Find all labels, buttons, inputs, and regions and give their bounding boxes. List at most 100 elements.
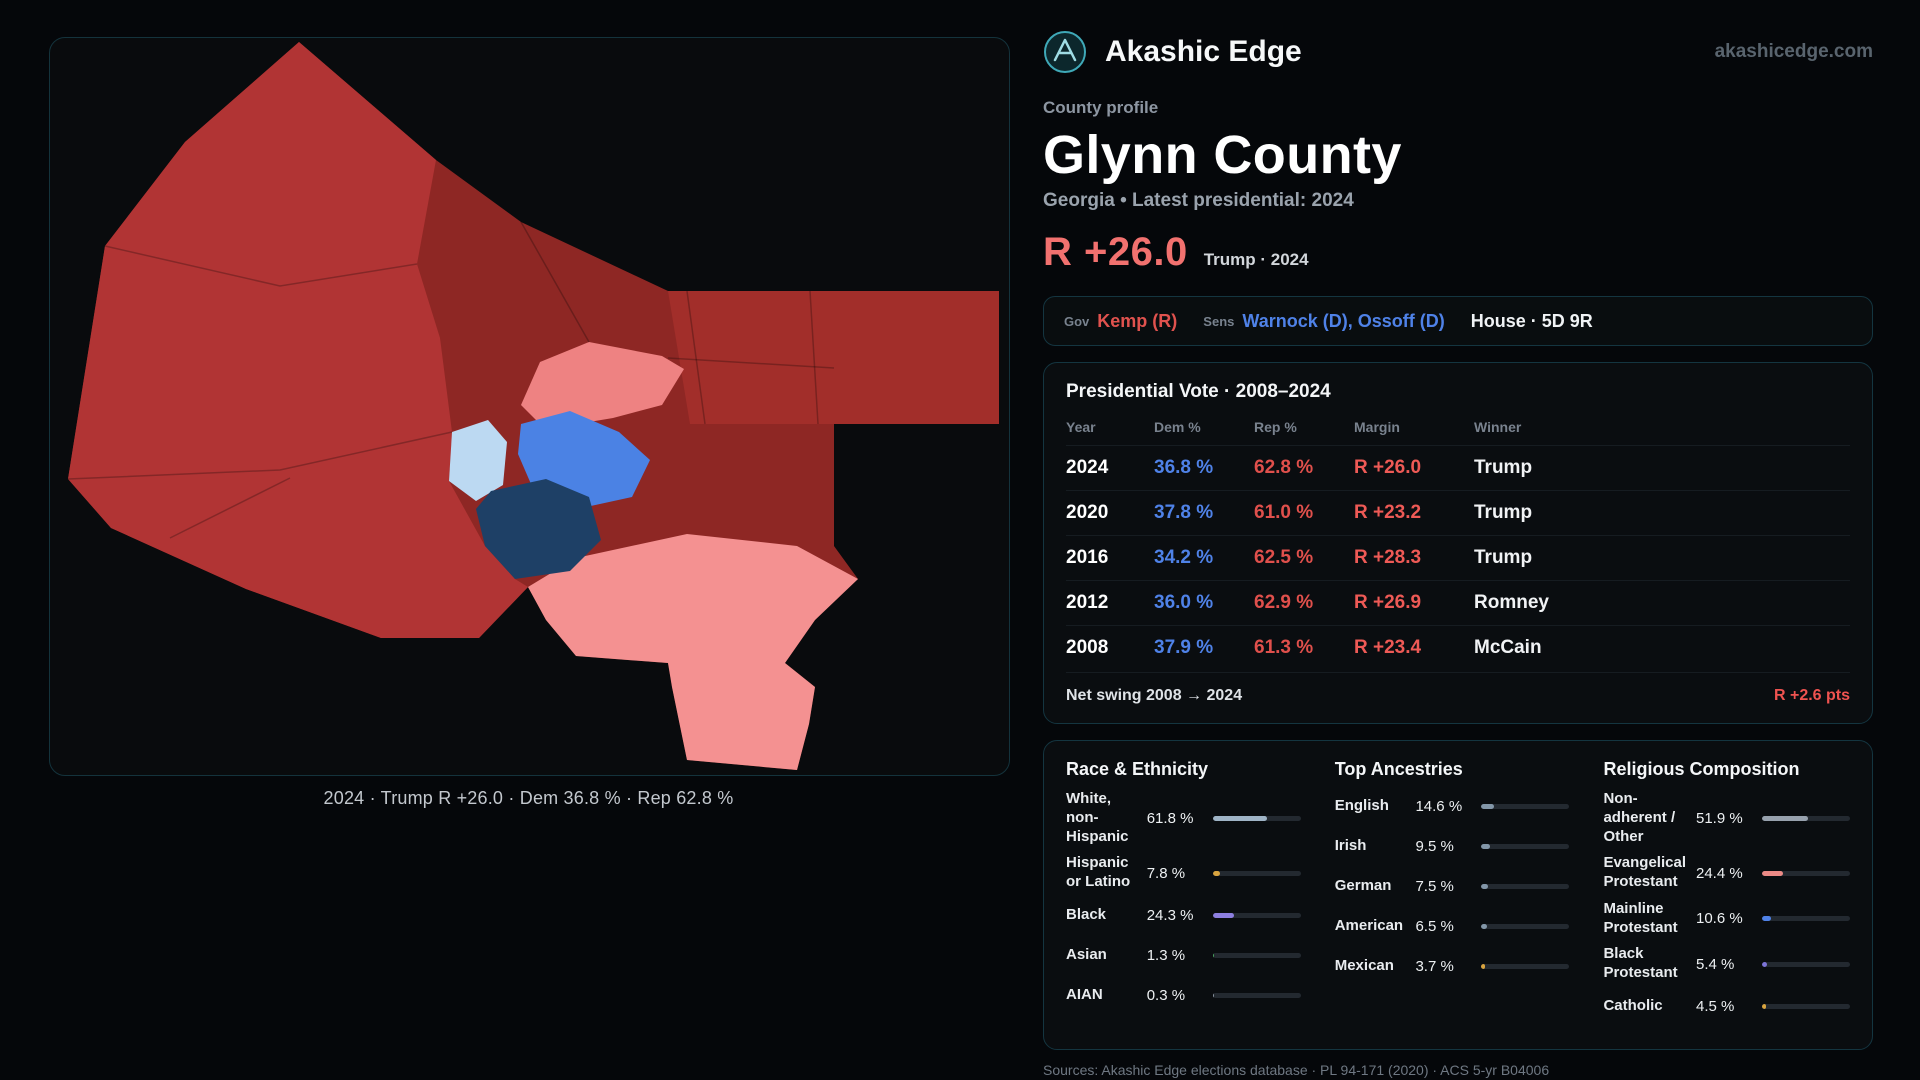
demo-bar-track (1481, 803, 1570, 809)
demo-label: Evangelical Protestant (1603, 854, 1686, 890)
demo-row: Black 24.3 % (1066, 900, 1301, 932)
sens-label: Sens (1203, 313, 1235, 329)
net-swing-value: R +2.6 pts (1773, 687, 1850, 704)
net-swing-label: Net swing 2008 → 2024 (1066, 687, 1243, 704)
demo-row: German 7.5 % (1335, 870, 1570, 902)
demo-row: Asian 1.3 % (1066, 940, 1301, 972)
table-row: 2024 36.8 % 62.8 % R +26.0 Trump (1066, 445, 1850, 491)
demo-row: Catholic 4.5 % (1603, 991, 1850, 1023)
map-caption: 2024 · Trump R +26.0 · Dem 36.8 % · Rep … (323, 788, 734, 808)
cell-winner: Trump (1474, 535, 1850, 581)
cell-margin: R +23.2 (1354, 490, 1474, 536)
county-map-panel (49, 37, 1010, 776)
demo-value: 61.8 % (1146, 809, 1194, 827)
cell-dem: 36.8 % (1154, 445, 1254, 491)
demo-row: Irish 9.5 % (1335, 830, 1570, 862)
net-swing-row: Net swing 2008 → 2024 R +2.6 pts (1066, 672, 1850, 705)
county-subtitle: Georgia • Latest presidential: 2024 (1043, 190, 1354, 211)
cell-dem: 36.0 % (1154, 580, 1254, 626)
demo-bar-track (1762, 870, 1850, 876)
religious-composition-title: Religious Composition (1603, 759, 1800, 779)
demo-bar-fill (1481, 803, 1495, 809)
demo-bar-track (1212, 870, 1301, 876)
demo-row: Black Protestant 5.4 % (1603, 945, 1850, 983)
demo-bar-track (1212, 953, 1301, 959)
demo-bar-fill (1212, 870, 1220, 876)
demo-bar-fill (1762, 916, 1772, 921)
demo-row: English 14.6 % (1335, 790, 1570, 822)
cell-year: 2008 (1066, 625, 1154, 670)
demo-bar-track (1212, 993, 1301, 999)
demo-label: Asian (1066, 946, 1107, 964)
margin-value: R +26.0 (1043, 230, 1188, 274)
demo-value: 51.9 % (1696, 809, 1743, 827)
demo-label: Black (1066, 906, 1107, 924)
demo-row: Mexican 3.7 % (1335, 950, 1570, 982)
map-region-panhandle (668, 291, 999, 424)
demo-bar-track (1481, 963, 1570, 969)
site-domain-link[interactable]: akashicedge.com (1714, 41, 1873, 62)
sources-block: Sources: Akashic Edge elections database… (1043, 1062, 1873, 1080)
presidential-vote-table: Year Dem % Rep % Margin Winner 2024 36.8… (1066, 411, 1850, 670)
demo-label: Hispanic or Latino (1066, 854, 1131, 890)
demo-label: Catholic (1603, 997, 1663, 1015)
demo-label: American (1334, 916, 1404, 934)
table-header-row: Year Dem % Rep % Margin Winner (1066, 411, 1850, 446)
table-row: 2016 34.2 % 62.5 % R +28.3 Trump (1066, 535, 1850, 581)
map-region-south-pink (528, 534, 858, 770)
house-value: House · 5D 9R (1470, 310, 1593, 331)
demo-bar-track (1762, 1004, 1850, 1010)
county-profile-panel: Akashic Edge akashicedge.com County prof… (1043, 30, 1873, 1080)
site-header: Akashic Edge akashicedge.com (1043, 30, 1873, 74)
cell-rep: 62.8 % (1254, 445, 1354, 491)
demo-value: 24.3 % (1146, 907, 1194, 925)
cell-margin: R +26.9 (1354, 580, 1474, 626)
demo-bar-fill (1212, 913, 1235, 919)
presidential-vote-card: Presidential Vote · 2008–2024 Year Dem %… (1043, 362, 1873, 724)
demo-bar-fill (1481, 923, 1488, 929)
demo-bar-fill (1762, 870, 1784, 876)
demo-value: 9.5 % (1415, 837, 1454, 855)
sources-line: Sources: Akashic Edge elections database… (1043, 1061, 1550, 1078)
demo-label: German (1334, 876, 1392, 894)
col-year-header: Year (1066, 419, 1096, 435)
cell-year: 2020 (1066, 490, 1154, 536)
demo-row: White, non-Hispanic 61.8 % (1066, 790, 1301, 846)
precinct-boundaries (67, 221, 835, 539)
demo-bar-fill (1212, 815, 1268, 821)
cell-year: 2012 (1066, 580, 1154, 626)
presidential-card-title: Presidential Vote · 2008–2024 (1066, 381, 1331, 402)
cell-winner: Romney (1474, 580, 1850, 626)
demo-bar-fill (1212, 993, 1214, 999)
demo-label: AIAN (1066, 986, 1103, 1004)
demo-value: 10.6 % (1696, 910, 1743, 927)
demo-row: AIAN 0.3 % (1066, 980, 1301, 1012)
cell-margin: R +28.3 (1354, 535, 1474, 581)
top-ancestries-column: Top Ancestries English 14.6 % Irish 9.5 … (1335, 759, 1570, 1031)
demo-label: Black Protestant (1603, 945, 1678, 981)
cell-rep: 62.9 % (1254, 580, 1354, 626)
demo-value: 5.4 % (1696, 955, 1735, 973)
demo-value: 14.6 % (1415, 797, 1463, 815)
site-name: Akashic Edge (1105, 35, 1302, 68)
demo-label: English (1334, 796, 1389, 814)
map-region-light-blue (449, 420, 507, 501)
gov-label: Gov (1064, 313, 1090, 329)
demo-value: 7.8 % (1146, 864, 1186, 882)
cell-winner: Trump (1474, 490, 1850, 536)
demo-row: Hispanic or Latino 7.8 % (1066, 854, 1301, 892)
demo-value: 1.3 % (1146, 947, 1186, 965)
top-ancestries-title: Top Ancestries (1334, 759, 1463, 779)
cell-winner: Trump (1474, 445, 1850, 491)
demo-bar-track (1481, 923, 1570, 929)
col-rep-header: Rep % (1254, 419, 1297, 435)
demo-bar-fill (1762, 1004, 1766, 1010)
demo-row: Mainline Protestant 10.6 % (1603, 900, 1850, 938)
table-row: 2008 37.9 % 61.3 % R +23.4 McCain (1066, 625, 1850, 670)
demo-value: 4.5 % (1696, 998, 1735, 1016)
map-region-west (68, 42, 528, 638)
kicker-county-profile: County profile (1043, 98, 1159, 117)
demo-value: 7.5 % (1415, 877, 1454, 895)
demo-bar-track (1762, 961, 1850, 967)
demo-bar-track (1481, 883, 1570, 889)
